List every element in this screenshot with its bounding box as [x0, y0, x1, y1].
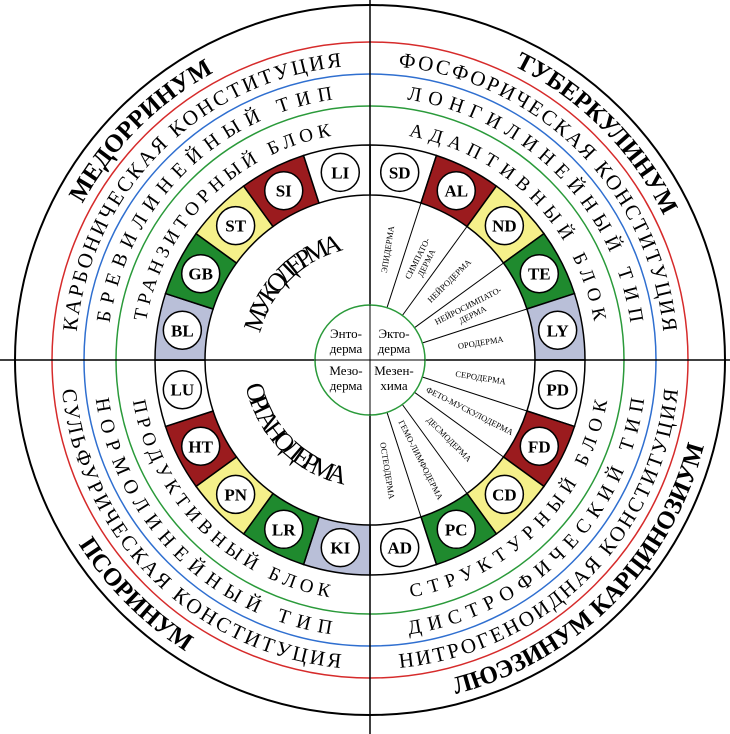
germ-layer: Экто-дерма	[378, 326, 411, 356]
germ-layer-line: хима	[380, 378, 408, 393]
sector-divider	[422, 376, 528, 412]
code-label: ST	[225, 217, 246, 236]
code-label: PN	[224, 485, 247, 504]
germ-layer-line: Мезен-	[374, 363, 414, 378]
code-label: ND	[492, 217, 517, 236]
code-label: AL	[444, 182, 468, 201]
code-label: AD	[387, 539, 412, 558]
code-circle	[180, 253, 221, 294]
sector-divider	[422, 308, 528, 344]
code-circle	[484, 474, 525, 515]
code-label: HT	[188, 437, 213, 456]
germ-layer-line: дерма	[330, 341, 363, 356]
sector-divider	[414, 391, 504, 458]
code-label: CD	[492, 485, 517, 504]
code-label: SI	[276, 182, 292, 201]
sector-divider	[386, 412, 422, 518]
code-label: BL	[171, 321, 194, 340]
code-circle	[519, 253, 560, 294]
germ-layer-line: Энто-	[330, 326, 362, 341]
code-circle	[537, 369, 578, 410]
code-circle	[320, 527, 361, 568]
code-circle	[320, 152, 361, 193]
germ-layer-line: дерма	[378, 341, 411, 356]
sector-divider	[414, 262, 504, 329]
code-circle	[436, 170, 477, 211]
code-circle	[180, 426, 221, 467]
code-circle	[215, 474, 256, 515]
code-label: TE	[528, 265, 551, 284]
code-circle	[215, 205, 256, 246]
code-circle	[519, 426, 560, 467]
code-label: LU	[171, 381, 195, 400]
code-label: KI	[330, 539, 350, 558]
germ-layer-line: Экто-	[378, 326, 409, 341]
code-circle	[379, 152, 420, 193]
sector-divider	[401, 226, 468, 316]
code-label: PC	[445, 520, 468, 539]
germ-layer: Мезен-хима	[374, 363, 414, 393]
code-circle	[379, 527, 420, 568]
code-label: GB	[188, 265, 213, 284]
code-label: FD	[528, 437, 551, 456]
code-circle	[537, 310, 578, 351]
code-circle	[162, 310, 203, 351]
code-circle	[263, 170, 304, 211]
germ-layer-line: дерма	[330, 378, 363, 393]
code-label: LI	[331, 163, 349, 182]
code-label: LY	[547, 321, 569, 340]
code-circle	[263, 509, 304, 550]
code-circle	[162, 369, 203, 410]
code-circle	[436, 509, 477, 550]
sector-divider	[386, 202, 422, 308]
code-circle	[484, 205, 525, 246]
code-label: LR	[272, 520, 296, 539]
code-label: PD	[546, 381, 569, 400]
germ-layer: Энто-дерма	[330, 326, 363, 356]
germ-layer-line: Мезо-	[329, 363, 362, 378]
sector-divider	[401, 404, 468, 494]
code-label: SD	[389, 163, 411, 182]
germ-layer: Мезо-дерма	[329, 363, 362, 393]
